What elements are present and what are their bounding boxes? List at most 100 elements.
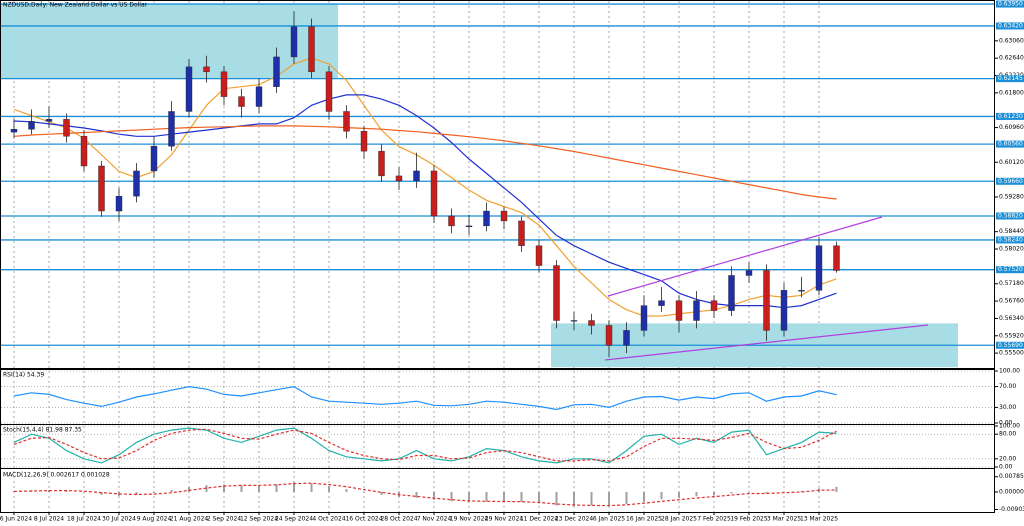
candle-body (273, 56, 280, 87)
histogram-bar (678, 491, 680, 499)
candle-body (413, 170, 420, 182)
histogram-bar (765, 491, 768, 494)
histogram-bar (240, 485, 243, 492)
panel-title: MACD(12,26,9) 0.002617 0.001028 (3, 472, 110, 479)
candle-body (325, 71, 333, 112)
main-panel-frame (0, 0, 995, 369)
candle-body (535, 245, 543, 266)
candle-body (238, 96, 245, 107)
histogram-bar (503, 491, 505, 502)
histogram-bar (590, 491, 593, 506)
candle-body (763, 270, 770, 331)
histogram-bar (748, 491, 750, 493)
candle-body (518, 220, 525, 246)
candle-body (465, 225, 473, 227)
level-label: 0.62145 (998, 75, 1023, 82)
histogram-bar (573, 491, 575, 506)
candle-body (290, 26, 298, 58)
histogram-bar (555, 491, 558, 506)
histogram-bar (520, 491, 523, 503)
level-label: 0.58240 (998, 236, 1023, 243)
y-tick-label: 0.60120 (999, 159, 1024, 166)
histogram-bar (310, 483, 313, 492)
level-label-box (996, 22, 1024, 30)
candle-body (728, 275, 735, 311)
histogram-bar (415, 491, 418, 498)
level-label-box (996, 236, 1024, 244)
candle-body (588, 320, 595, 326)
histogram-bar (65, 490, 68, 492)
candle-body (203, 66, 210, 73)
candle-body (815, 245, 823, 291)
histogram-bar (293, 482, 295, 492)
level-label: 0.55690 (998, 342, 1023, 349)
x-tick-label: 3 Mar 2025 (767, 516, 801, 523)
y-tick-label: 70.00 (999, 383, 1016, 390)
histogram-bar (275, 484, 278, 492)
histogram-bar (345, 489, 348, 492)
y-tick-label: 80.00 (999, 431, 1016, 438)
macd-panel-frame (0, 468, 995, 513)
x-tick-label: 29 Nov 2024 (485, 516, 524, 523)
histogram-bar (643, 491, 645, 502)
histogram-bar (730, 491, 733, 494)
histogram-bar (83, 491, 85, 493)
histogram-bar (625, 491, 628, 505)
candle-body (115, 195, 123, 212)
x-tick-label: 24 Sep 2024 (275, 516, 313, 523)
candle-body (80, 136, 88, 167)
candle-body (500, 210, 508, 222)
y-tick-label: 100.00 (999, 423, 1020, 430)
histogram-bar (135, 491, 138, 495)
candle-body (745, 270, 753, 276)
x-tick-label: 7 Feb 2025 (697, 516, 731, 523)
y-tick-label: -0.00903 (999, 506, 1024, 513)
x-tick-label: 12 Sep 2024 (240, 516, 278, 523)
histogram-bar (328, 486, 330, 492)
candle-body (360, 131, 368, 152)
y-tick-label: 0.60960 (999, 124, 1024, 131)
x-tick-label: 9 Aug 2024 (137, 516, 172, 523)
candle-body (255, 86, 263, 107)
level-label: 0.61230 (998, 113, 1023, 120)
indicator-line (13, 482, 837, 507)
candle-body (395, 175, 403, 182)
y-tick-label: 0.57180 (999, 280, 1024, 287)
level-label-box (996, 212, 1024, 220)
y-tick-label: 0.000000 (999, 488, 1024, 495)
candle-body (28, 121, 35, 130)
histogram-bar (363, 491, 365, 493)
x-tick-label: 4 Oct 2024 (312, 516, 345, 523)
candle-body (168, 111, 175, 147)
zone (1, 4, 338, 79)
y-tick-label: 0.56340 (999, 315, 1024, 322)
candle-body (98, 165, 105, 212)
candle-body (133, 170, 140, 197)
panel-title: NZDUSD,Daily: New Zealand Dollar vs US D… (3, 2, 148, 9)
trend-line (607, 216, 883, 297)
x-tick-label: 13 Mar 2025 (800, 516, 838, 523)
panel-title: RSI(14) 54.39 (3, 372, 44, 379)
y-tick-label: 0.61800 (999, 89, 1024, 96)
x-tick-label: 26 Jun 2024 (0, 516, 32, 523)
y-tick-label: 0.62640 (999, 55, 1024, 62)
histogram-bar (223, 484, 225, 492)
level-label: 0.60560 (998, 141, 1023, 148)
histogram-bar (468, 491, 470, 503)
y-tick-label: 30.00 (999, 404, 1016, 411)
y-tick-label: 0.58020 (999, 246, 1024, 253)
level-label-box (996, 177, 1024, 185)
trend-line (604, 324, 929, 361)
y-tick-label: 0.00 (999, 464, 1013, 471)
indicator-line (13, 125, 837, 200)
candle-body (308, 26, 315, 73)
candle-body (448, 215, 455, 227)
x-tick-label: 23 Dec 2024 (555, 516, 594, 523)
x-tick-label: 11 Dec 2024 (520, 516, 559, 523)
candle-body (343, 111, 350, 132)
level-label-box (996, 140, 1024, 148)
histogram-bar (538, 491, 540, 504)
x-tick-label: 2 Sep 2024 (207, 516, 241, 523)
histogram-bar (188, 487, 190, 492)
